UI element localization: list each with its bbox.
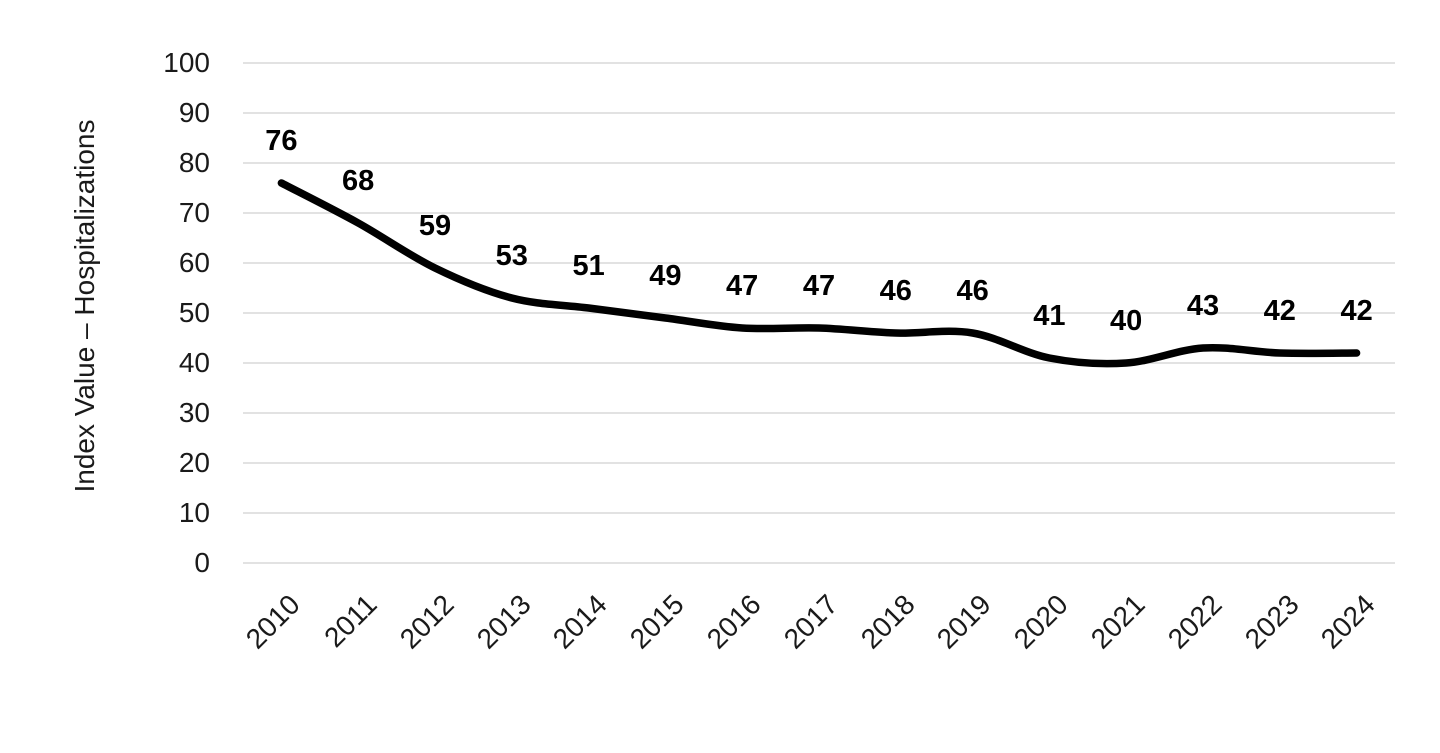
y-tick-label: 30 (178, 397, 210, 428)
y-tick-label: 80 (178, 147, 210, 178)
y-tick-label: 90 (178, 97, 210, 128)
data-label: 40 (1110, 305, 1143, 337)
data-label: 68 (342, 165, 375, 197)
data-label: 46 (879, 275, 912, 307)
gridlines (243, 62, 1395, 564)
data-label: 46 (956, 275, 989, 307)
y-tick-label: 10 (178, 497, 210, 528)
data-label: 51 (572, 250, 605, 282)
data-label: 47 (726, 270, 759, 302)
data-label: 49 (649, 260, 682, 292)
data-label: 42 (1340, 295, 1373, 327)
data-label: 43 (1186, 290, 1220, 322)
series-line (277, 179, 1361, 368)
data-label: 53 (495, 240, 528, 272)
y-tick-label: 20 (178, 447, 210, 478)
data-label: 59 (418, 210, 452, 242)
data-label: 47 (802, 270, 836, 302)
y-tick-label: 0 (194, 547, 210, 578)
y-tick-label: 50 (178, 297, 210, 328)
y-tick-label: 40 (178, 347, 210, 378)
y-tick-label: 100 (163, 47, 210, 78)
data-label: 41 (1033, 300, 1066, 332)
data-label: 42 (1263, 295, 1296, 327)
data-label: 76 (265, 125, 298, 157)
y-axis-title: Index Value – Hospitalizations (69, 119, 100, 493)
y-tick-label: 70 (178, 197, 210, 228)
y-tick-label: 60 (178, 247, 210, 278)
